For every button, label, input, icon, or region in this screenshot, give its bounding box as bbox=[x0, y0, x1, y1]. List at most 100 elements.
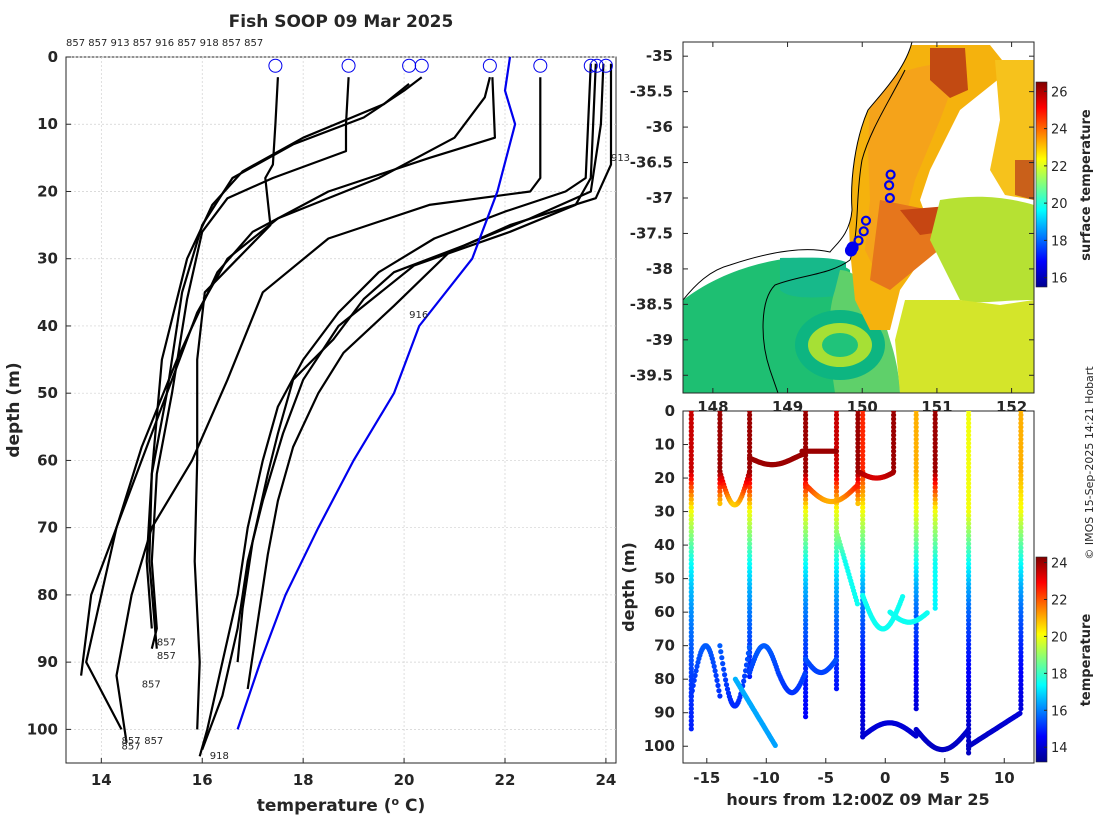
trace-point bbox=[1018, 549, 1024, 555]
trace-point bbox=[712, 668, 718, 674]
trace-point bbox=[860, 553, 866, 559]
trace-point bbox=[717, 643, 723, 649]
y-tick-label: 70 bbox=[37, 519, 58, 537]
trace-point bbox=[803, 444, 809, 450]
trace-point bbox=[913, 645, 919, 651]
trace-point bbox=[688, 533, 694, 539]
trace-point bbox=[932, 472, 938, 478]
trace-point bbox=[833, 521, 840, 527]
trace-point bbox=[1018, 637, 1024, 643]
trace-point bbox=[803, 561, 809, 567]
trace-point bbox=[688, 726, 694, 732]
trace-point bbox=[891, 456, 897, 462]
trace-point bbox=[900, 594, 906, 600]
trace-point bbox=[860, 706, 866, 712]
trace-point bbox=[1018, 686, 1024, 692]
trace-point bbox=[966, 653, 972, 660]
trace-point bbox=[966, 533, 972, 539]
trace-point bbox=[833, 513, 840, 519]
trace-point bbox=[803, 565, 809, 571]
trace-point bbox=[688, 645, 694, 651]
trace-point bbox=[932, 541, 938, 547]
trace-point bbox=[689, 688, 695, 694]
trace-point bbox=[803, 601, 809, 607]
map-y-tick-label: -35.5 bbox=[630, 83, 673, 101]
trace-point bbox=[833, 557, 840, 563]
trace-point bbox=[860, 476, 866, 482]
profile-id-label: 916 bbox=[409, 310, 428, 321]
trace-point bbox=[833, 412, 840, 418]
trace-point bbox=[860, 629, 866, 635]
trace-point bbox=[966, 420, 972, 426]
trace-point bbox=[803, 637, 809, 643]
trace-point bbox=[891, 436, 897, 442]
trace-point bbox=[966, 714, 972, 720]
trace-point bbox=[932, 521, 938, 527]
surface-marker bbox=[268, 58, 283, 73]
trace-point bbox=[966, 448, 972, 454]
trace-point bbox=[688, 452, 694, 458]
trace-point bbox=[913, 432, 919, 438]
trace-point bbox=[1018, 673, 1024, 680]
trace-point bbox=[966, 577, 972, 583]
trace-point bbox=[966, 537, 972, 543]
trace-point bbox=[932, 581, 938, 587]
trace-point bbox=[860, 661, 866, 668]
trace-point bbox=[855, 412, 861, 418]
trace-point bbox=[803, 702, 809, 708]
trace-point bbox=[1018, 682, 1024, 688]
time-depth-traces bbox=[688, 411, 1024, 756]
trace-point bbox=[1018, 589, 1024, 595]
trace-point bbox=[855, 488, 861, 495]
trace-point bbox=[913, 529, 919, 535]
trace-point bbox=[860, 702, 866, 708]
trace-point bbox=[913, 601, 919, 607]
trace-point bbox=[860, 513, 866, 519]
trace-point bbox=[860, 496, 866, 503]
trace-point bbox=[913, 521, 919, 527]
trace-point bbox=[855, 492, 861, 499]
surface-marker bbox=[402, 58, 417, 73]
trace-point bbox=[833, 649, 840, 656]
trace-point bbox=[860, 557, 866, 563]
trace-point bbox=[913, 533, 919, 539]
trace-point bbox=[747, 633, 753, 639]
trace-point bbox=[913, 468, 919, 474]
trace-point bbox=[913, 706, 919, 712]
trace-point bbox=[1018, 500, 1024, 507]
trace-point bbox=[932, 577, 938, 583]
time-x-tick-label: -5 bbox=[817, 769, 834, 787]
trace-point bbox=[688, 504, 694, 511]
trace-point bbox=[833, 597, 840, 603]
trace-point bbox=[860, 500, 866, 507]
trace-point bbox=[747, 593, 753, 599]
cool-water-patch bbox=[780, 257, 846, 298]
cast-marker bbox=[846, 241, 859, 254]
trace-point bbox=[694, 663, 700, 670]
cast-marker bbox=[853, 235, 864, 246]
trace-point bbox=[688, 617, 694, 623]
trace-point bbox=[932, 420, 938, 426]
trace-point bbox=[747, 420, 753, 426]
trace-point bbox=[833, 589, 840, 595]
trace-point bbox=[966, 597, 972, 603]
trace-point bbox=[688, 553, 694, 559]
profile-line bbox=[193, 77, 279, 730]
trace-point bbox=[747, 464, 753, 470]
time-y-tick-label: 10 bbox=[654, 436, 675, 454]
trace-point bbox=[913, 625, 919, 631]
trace-point bbox=[966, 496, 972, 503]
trace-point bbox=[803, 525, 809, 531]
trace-point bbox=[913, 641, 919, 647]
trace-point bbox=[966, 513, 972, 519]
trace-point bbox=[747, 569, 753, 575]
trace-point bbox=[1018, 690, 1024, 696]
top-id-row: 857 857 913 857 916 857 918 857 857 bbox=[66, 38, 263, 49]
trace-point bbox=[932, 573, 938, 579]
trace-point bbox=[966, 593, 972, 599]
trace-point bbox=[688, 693, 694, 699]
cast-marker bbox=[860, 215, 872, 226]
trace-point bbox=[833, 601, 840, 607]
time-x-tick-label: 0 bbox=[880, 769, 890, 787]
trace-point bbox=[688, 521, 694, 527]
